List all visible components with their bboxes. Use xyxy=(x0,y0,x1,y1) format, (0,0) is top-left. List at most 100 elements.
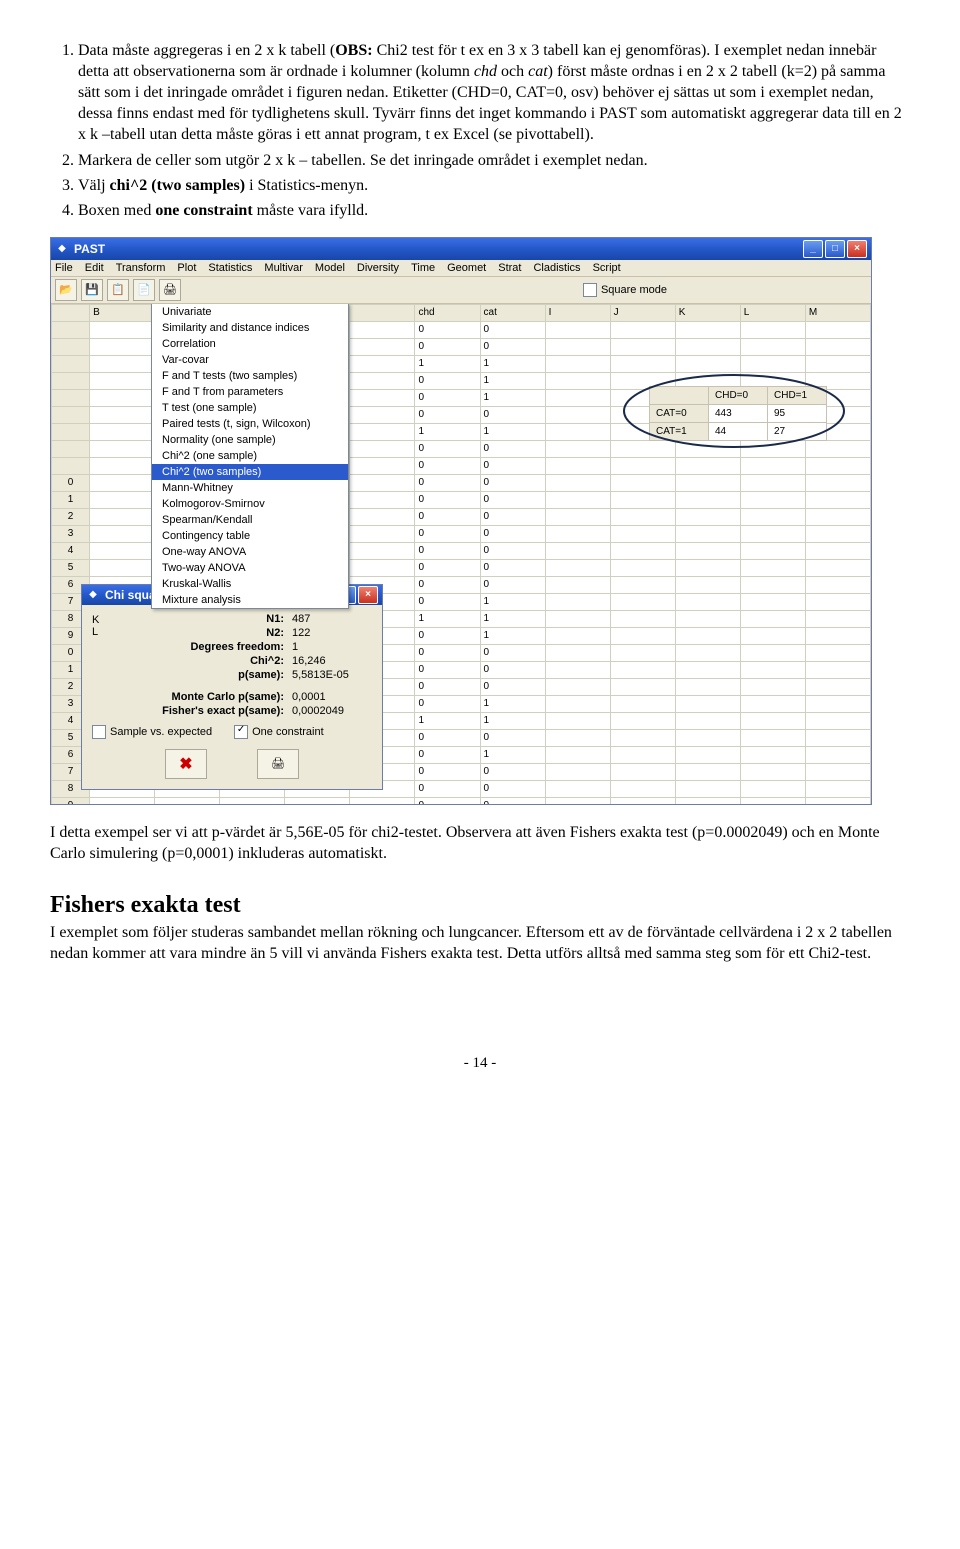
cell[interactable]: 1 xyxy=(415,355,480,372)
cell[interactable] xyxy=(610,576,675,593)
cell[interactable] xyxy=(675,559,740,576)
cell[interactable] xyxy=(90,542,155,559)
cell[interactable] xyxy=(740,508,805,525)
cell[interactable] xyxy=(675,661,740,678)
cell[interactable]: 1 xyxy=(480,610,545,627)
cell[interactable] xyxy=(545,440,610,457)
cell[interactable] xyxy=(675,338,740,355)
cell[interactable]: 0 xyxy=(415,338,480,355)
cell[interactable]: 0 xyxy=(415,593,480,610)
cell[interactable] xyxy=(610,695,675,712)
cell[interactable]: 0 xyxy=(415,525,480,542)
cell[interactable] xyxy=(675,746,740,763)
column-header[interactable]: chd xyxy=(415,304,480,321)
cell[interactable] xyxy=(545,695,610,712)
cell[interactable] xyxy=(805,559,870,576)
cell[interactable] xyxy=(805,729,870,746)
dropdown-item[interactable]: F and T tests (two samples) xyxy=(152,368,348,384)
cell[interactable] xyxy=(805,440,870,457)
cell[interactable]: 0 xyxy=(480,525,545,542)
cell[interactable]: 0 xyxy=(480,542,545,559)
cell[interactable] xyxy=(350,321,415,338)
cell[interactable] xyxy=(52,321,90,338)
cell[interactable] xyxy=(805,712,870,729)
cell[interactable]: 1 xyxy=(480,389,545,406)
cell[interactable] xyxy=(610,508,675,525)
cell[interactable] xyxy=(545,576,610,593)
cell[interactable] xyxy=(350,508,415,525)
cell[interactable] xyxy=(805,627,870,644)
cell[interactable] xyxy=(805,644,870,661)
cell[interactable] xyxy=(740,661,805,678)
minimize-button[interactable]: _ xyxy=(803,240,823,258)
cell[interactable] xyxy=(90,423,155,440)
close-button[interactable]: × xyxy=(847,240,867,258)
dropdown-item[interactable]: Chi^2 (two samples) xyxy=(152,464,348,480)
cell[interactable] xyxy=(610,797,675,804)
cell[interactable] xyxy=(90,559,155,576)
cell[interactable] xyxy=(610,440,675,457)
chi-print-button[interactable]: 🖨 xyxy=(257,749,299,779)
cell[interactable] xyxy=(350,542,415,559)
cell[interactable] xyxy=(610,661,675,678)
cell[interactable]: 0 xyxy=(415,559,480,576)
cell[interactable] xyxy=(805,678,870,695)
cell[interactable] xyxy=(155,797,220,804)
cell[interactable]: 0 xyxy=(415,780,480,797)
cell[interactable] xyxy=(675,627,740,644)
cell[interactable] xyxy=(805,491,870,508)
dropdown-item[interactable]: Similarity and distance indices xyxy=(152,320,348,336)
cell[interactable]: 0 xyxy=(480,763,545,780)
chi-cancel-button[interactable]: ✖ xyxy=(165,749,207,779)
cell[interactable] xyxy=(610,559,675,576)
menu-item-multivar[interactable]: Multivar xyxy=(264,262,303,274)
cell[interactable] xyxy=(740,321,805,338)
cell[interactable] xyxy=(610,678,675,695)
cell[interactable] xyxy=(740,746,805,763)
cell[interactable] xyxy=(805,355,870,372)
cell[interactable] xyxy=(52,338,90,355)
cell[interactable] xyxy=(545,559,610,576)
cell[interactable]: 0 xyxy=(480,661,545,678)
toolbar-print-icon[interactable]: 🖨 xyxy=(159,279,181,301)
dropdown-item[interactable]: Spearman/Kendall xyxy=(152,512,348,528)
cell[interactable] xyxy=(610,780,675,797)
cell[interactable] xyxy=(350,457,415,474)
dropdown-item[interactable]: Var-covar xyxy=(152,352,348,368)
column-header[interactable] xyxy=(52,304,90,321)
column-header[interactable]: J xyxy=(610,304,675,321)
cell[interactable] xyxy=(740,474,805,491)
dropdown-item[interactable]: Normality (one sample) xyxy=(152,432,348,448)
cell[interactable] xyxy=(350,389,415,406)
cell[interactable] xyxy=(675,678,740,695)
menu-item-geomet[interactable]: Geomet xyxy=(447,262,486,274)
cell[interactable]: 0 xyxy=(415,661,480,678)
cell[interactable] xyxy=(90,389,155,406)
cell[interactable]: 1 xyxy=(415,610,480,627)
dropdown-item[interactable]: Mann-Whitney xyxy=(152,480,348,496)
column-header[interactable] xyxy=(350,304,415,321)
cell[interactable] xyxy=(805,695,870,712)
cell[interactable] xyxy=(610,321,675,338)
cell[interactable] xyxy=(545,389,610,406)
cell[interactable] xyxy=(740,797,805,804)
column-header[interactable]: L xyxy=(740,304,805,321)
cell[interactable]: 0 xyxy=(415,389,480,406)
cell[interactable] xyxy=(740,780,805,797)
cell[interactable] xyxy=(805,338,870,355)
cell[interactable]: 0 xyxy=(480,474,545,491)
cell[interactable] xyxy=(740,338,805,355)
cell[interactable] xyxy=(610,712,675,729)
cell[interactable]: 0 xyxy=(415,763,480,780)
menu-item-script[interactable]: Script xyxy=(593,262,621,274)
dropdown-item[interactable]: One-way ANOVA xyxy=(152,544,348,560)
cell[interactable] xyxy=(610,729,675,746)
menu-item-statistics[interactable]: Statistics xyxy=(208,262,252,274)
column-header[interactable]: cat xyxy=(480,304,545,321)
cell[interactable] xyxy=(610,457,675,474)
cell[interactable] xyxy=(805,763,870,780)
menu-item-transform[interactable]: Transform xyxy=(116,262,166,274)
cell[interactable] xyxy=(610,593,675,610)
cell[interactable] xyxy=(740,763,805,780)
cell[interactable] xyxy=(740,576,805,593)
